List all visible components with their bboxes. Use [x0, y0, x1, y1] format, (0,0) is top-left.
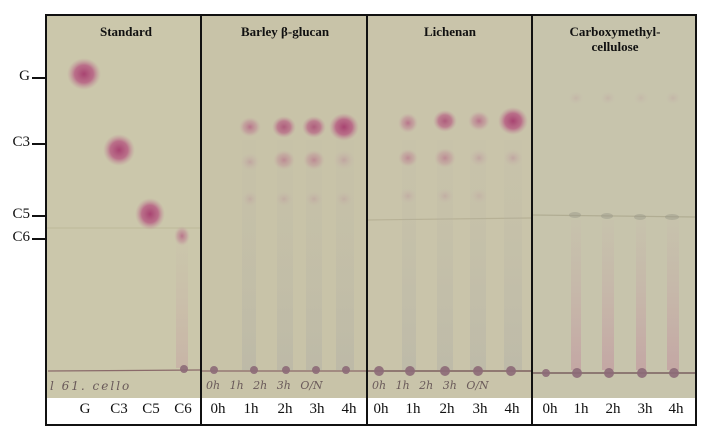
lane-label-barley-2h: 2h [277, 401, 293, 417]
barley-lanes [239, 113, 359, 370]
panel-title-cmc-line1: Carboxymethyl- [569, 24, 661, 39]
lane-label-cmc-2h: 2h [605, 401, 621, 417]
lane-label-lichenan-4h: 4h [504, 401, 520, 417]
lane-label-cmc-0h: 0h [542, 401, 558, 417]
lane-label-barley-1h: 1h [243, 401, 259, 417]
lane-label-lichenan-2h: 2h [439, 401, 455, 417]
marker-label-c6: C6 [12, 229, 30, 245]
lichenan-lanes [398, 107, 528, 370]
marker-label-g: G [19, 68, 30, 84]
lane-label-lichenan-3h: 3h [472, 401, 488, 417]
lane-label-lichenan-1h: 1h [405, 401, 421, 417]
cmc-lanes [568, 91, 681, 370]
marker-tick-g [32, 77, 46, 79]
panel-title-barley: Barley β-glucan [240, 24, 330, 39]
marker-label-c3: C3 [12, 134, 30, 150]
lane-label-barley-0h: 0h [210, 401, 226, 417]
lane-label-standard-c5: C5 [142, 401, 160, 417]
handwriting-standard: l 61. cello [50, 379, 132, 393]
handwriting-lichenan: 0h 1h 2h 3h O/N [372, 379, 489, 392]
lane-label-standard-g: G [79, 401, 91, 417]
lane-label-cmc-3h: 3h [637, 401, 653, 417]
origin-spots [180, 365, 679, 378]
lane-label-standard-c6: C6 [174, 401, 192, 417]
figure-frame [45, 14, 697, 426]
marker-label-c5: C5 [12, 206, 30, 222]
panel-title-cmc-line2: cellulose [591, 39, 639, 54]
marker-tick-c6 [32, 238, 46, 240]
panel-title-standard: Standard [99, 24, 153, 39]
handwriting-barley: 0h 1h 2h 3h O/N [206, 379, 323, 392]
lane-label-lichenan-0h: 0h [373, 401, 389, 417]
panel-title-lichenan: Lichenan [423, 24, 476, 39]
lane-label-barley-4h: 4h [341, 401, 357, 417]
marker-tick-c3 [32, 143, 46, 145]
spot-c3 [103, 134, 135, 166]
lane-label-cmc-4h: 4h [668, 401, 684, 417]
lane-label-barley-3h: 3h [309, 401, 325, 417]
spot-g [67, 58, 101, 90]
spot-c5 [135, 198, 165, 230]
lane-label-standard-c3: C3 [110, 401, 128, 417]
marker-tick-c5 [32, 215, 46, 217]
lane-label-cmc-1h: 1h [573, 401, 589, 417]
